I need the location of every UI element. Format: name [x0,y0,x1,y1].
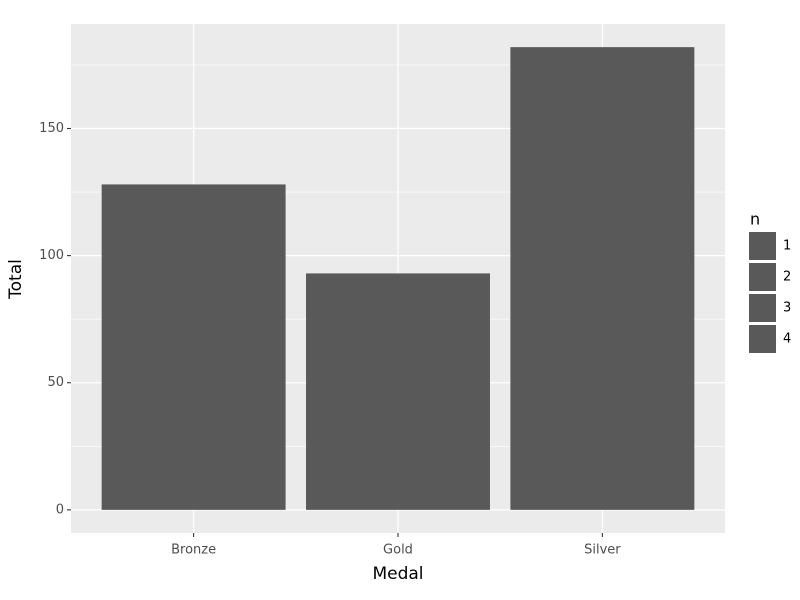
y-tick-label: 100 [39,248,64,263]
y-tick-label: 150 [39,121,64,136]
x-tick-label: Gold [383,543,413,558]
legend-key [749,232,776,260]
legend-title: n [750,210,760,229]
legend-label: 1 [783,239,791,254]
x-tick-label: Silver [584,543,621,558]
bar [101,184,286,510]
legend-label: 2 [783,270,791,285]
y-axis-title: Total [6,259,26,300]
legend-key [749,263,776,291]
y-tick-label: 0 [56,502,64,517]
legend-label: 3 [783,301,791,316]
x-tick-label: Bronze [171,543,216,558]
legend-key [749,294,776,322]
bar [510,47,695,510]
x-axis-title: Medal [372,564,423,584]
legend-key [749,325,776,353]
legend-label: 4 [783,332,791,347]
bar [306,273,490,510]
y-tick-label: 50 [47,375,64,390]
